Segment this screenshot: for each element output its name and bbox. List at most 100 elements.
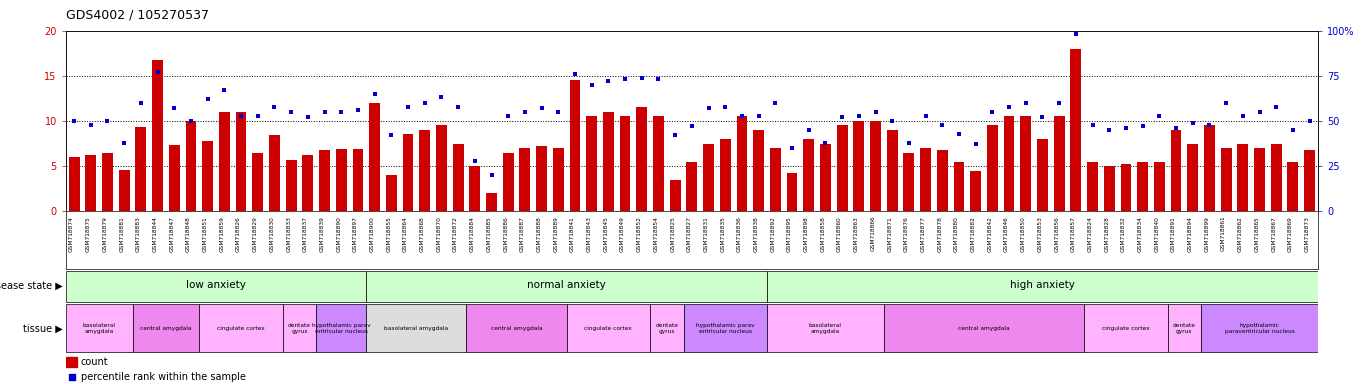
Point: [247, 113, 269, 119]
Point: [630, 74, 652, 81]
Point: [1115, 125, 1137, 131]
Bar: [937, 150, 948, 211]
Bar: [686, 162, 697, 211]
Bar: [236, 112, 247, 211]
Point: [514, 109, 536, 115]
Text: GSM718860: GSM718860: [837, 216, 843, 252]
Point: [1099, 127, 1121, 133]
Bar: [85, 155, 96, 211]
Bar: [303, 155, 314, 211]
Bar: [386, 175, 397, 211]
Bar: [519, 148, 530, 211]
Point: [1232, 113, 1254, 119]
Bar: [1104, 166, 1115, 211]
Text: cingulate cortex: cingulate cortex: [1101, 326, 1149, 331]
Point: [447, 103, 469, 109]
Point: [664, 132, 686, 139]
Point: [1132, 123, 1154, 129]
Point: [681, 123, 703, 129]
Text: GSM718881: GSM718881: [119, 216, 125, 252]
Point: [964, 141, 986, 147]
Bar: [553, 148, 563, 211]
Point: [581, 82, 603, 88]
Point: [297, 114, 319, 121]
Point: [1299, 118, 1321, 124]
Bar: [570, 80, 581, 211]
Text: GSM718851: GSM718851: [203, 216, 208, 252]
Point: [1081, 121, 1103, 127]
Text: basolateral amygdala: basolateral amygdala: [385, 326, 448, 331]
Text: GSM718845: GSM718845: [603, 216, 608, 252]
Point: [897, 139, 919, 146]
Point: [797, 127, 819, 133]
Bar: [1121, 164, 1132, 211]
Point: [397, 103, 419, 109]
Bar: [1088, 162, 1097, 211]
Point: [1282, 127, 1304, 133]
Text: GSM718900: GSM718900: [370, 216, 374, 252]
Point: [481, 172, 503, 178]
Bar: [403, 134, 414, 211]
Text: GSM718880: GSM718880: [954, 216, 959, 252]
Bar: [586, 116, 597, 211]
Text: central amygdala: central amygdala: [490, 326, 543, 331]
Point: [999, 103, 1021, 109]
Point: [1032, 114, 1054, 121]
Text: GSM718841: GSM718841: [570, 216, 575, 252]
Text: hypothalamic parav
entricular nucleus: hypothalamic parav entricular nucleus: [696, 323, 755, 334]
Text: dentate
gyrus: dentate gyrus: [1173, 323, 1196, 334]
Point: [347, 107, 369, 113]
Point: [732, 113, 754, 119]
Point: [781, 145, 803, 151]
Point: [548, 109, 570, 115]
Bar: [1188, 144, 1199, 211]
Text: GSM718888: GSM718888: [537, 216, 541, 252]
Text: GSM718861: GSM718861: [1221, 216, 1226, 252]
Text: GSM718868: GSM718868: [419, 216, 425, 252]
Text: GSM718848: GSM718848: [186, 216, 190, 252]
Point: [63, 118, 85, 124]
Point: [381, 132, 403, 139]
Bar: [203, 141, 214, 211]
Bar: [1254, 148, 1265, 211]
Bar: [1170, 130, 1181, 211]
Bar: [1070, 49, 1081, 211]
Text: GSM718827: GSM718827: [686, 216, 692, 252]
Text: cingulate cortex: cingulate cortex: [585, 326, 632, 331]
Text: GSM718847: GSM718847: [170, 216, 174, 252]
Bar: [703, 144, 714, 211]
Text: GSM718862: GSM718862: [1238, 216, 1243, 252]
Point: [214, 87, 236, 93]
Bar: [66, 270, 366, 302]
Bar: [767, 270, 1318, 302]
Text: GSM718884: GSM718884: [470, 216, 475, 252]
Bar: [636, 108, 647, 211]
Text: central amygdala: central amygdala: [958, 326, 1010, 331]
Bar: [119, 170, 130, 211]
Text: low anxiety: low anxiety: [186, 280, 247, 290]
Text: GSM718872: GSM718872: [453, 216, 458, 252]
Text: GSM718826: GSM718826: [236, 216, 241, 252]
Bar: [786, 173, 797, 211]
Point: [163, 105, 185, 111]
Point: [1064, 31, 1086, 37]
Text: GSM718836: GSM718836: [737, 216, 743, 252]
Bar: [884, 305, 1084, 352]
Bar: [366, 270, 767, 302]
Bar: [66, 305, 133, 352]
Bar: [316, 305, 366, 352]
Bar: [821, 144, 830, 211]
Point: [648, 76, 670, 83]
Text: dentate
gyrus: dentate gyrus: [288, 323, 311, 334]
Text: GSM718858: GSM718858: [821, 216, 825, 252]
Bar: [319, 150, 330, 211]
Text: GSM718859: GSM718859: [219, 216, 225, 252]
Text: count: count: [81, 357, 108, 367]
Point: [281, 109, 303, 115]
Bar: [486, 193, 497, 211]
Point: [864, 109, 886, 115]
Point: [179, 118, 201, 124]
Bar: [536, 146, 547, 211]
Bar: [619, 116, 630, 211]
Bar: [286, 160, 296, 211]
